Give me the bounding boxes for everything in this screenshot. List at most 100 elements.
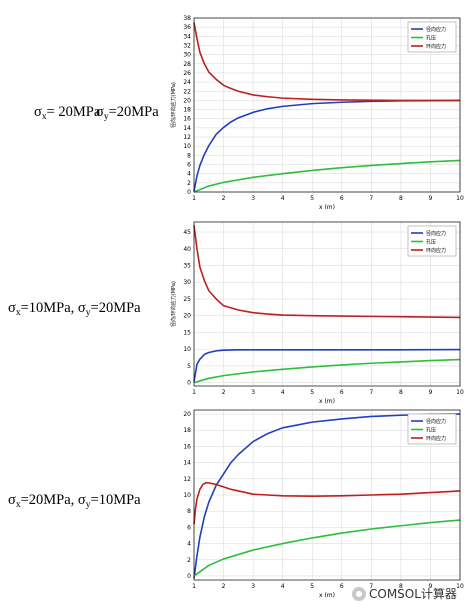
x-tick-label: 7 [369, 389, 373, 396]
y-tick-label: 20 [183, 313, 191, 320]
y-tick-label: 8 [187, 152, 191, 159]
y-tick-label: 14 [183, 460, 191, 467]
x-tick-label: 10 [456, 195, 464, 202]
x-tick-label: 9 [429, 389, 433, 396]
y-tick-label: 2 [187, 180, 191, 187]
series-line-2 [193, 358, 461, 384]
y-tick-label: 10 [183, 492, 191, 499]
series-line-3 [193, 225, 461, 319]
series-line-2 [193, 159, 461, 193]
y-tick-label: 40 [183, 246, 191, 253]
y-tick-label: 20 [183, 411, 191, 418]
sigma-symbol: σ [8, 300, 16, 316]
wechat-logo-icon [352, 586, 366, 601]
y-tick-label: 34 [183, 33, 191, 40]
x-tick-label: 4 [281, 195, 285, 202]
series-line-1 [193, 413, 461, 579]
y-tick-label: 14 [183, 125, 191, 132]
y-tick-label: 20 [183, 97, 191, 104]
case-label-1b: σy=20MPa [96, 104, 159, 122]
x-tick-label: 3 [251, 583, 255, 590]
chart-1: 1 2 3 4 5 6 7 8 9 1002468101214161820222426283032… [170, 15, 464, 211]
y-tick-label: 26 [183, 70, 191, 77]
y-tick-label: 30 [183, 52, 191, 59]
y-tick-label: 24 [183, 79, 191, 86]
x-axis-label: x (m) [319, 204, 335, 211]
y-tick-label: 4 [187, 541, 191, 548]
x-tick-label: 2 [222, 583, 226, 590]
legend-label-1: 径向应力 [426, 230, 446, 237]
y-tick-label: 16 [183, 116, 191, 123]
y-tick-label: 12 [183, 134, 191, 141]
y-axis-label: 径向/环向应力(MPa) [170, 281, 177, 327]
y-tick-label: 35 [183, 263, 191, 270]
series-line-3 [193, 22, 460, 102]
x-tick-label: 5 [310, 195, 314, 202]
x-tick-label: 8 [399, 583, 403, 590]
x-axis-label: x (m) [319, 592, 335, 599]
y-tick-label: 6 [187, 524, 191, 531]
y-tick-label: 15 [183, 329, 191, 336]
x-tick-label: 9 [429, 583, 433, 590]
x-tick-label: 6 [340, 583, 344, 590]
y-tick-label: 6 [187, 162, 191, 169]
sigma-symbol: σ [8, 492, 16, 508]
legend-label-1: 径向应力 [426, 26, 446, 33]
case-label-3: σx=20MPa, σy=10MPa [8, 492, 141, 510]
legend-label-1: 径向应力 [426, 418, 446, 425]
watermark-text: COMSOL计算器 [369, 587, 457, 601]
x-tick-label: 5 [310, 389, 314, 396]
y-tick-label: 0 [187, 573, 191, 580]
x-tick-label: 7 [369, 195, 373, 202]
x-tick-label: 1 [192, 583, 196, 590]
legend-label-3: 环向应力 [426, 435, 446, 442]
legend-label-2: 孔压 [426, 427, 436, 434]
plot-frame [193, 221, 461, 387]
y-tick-label: 22 [183, 88, 191, 95]
case-label-1: σx= 20MPa [34, 104, 101, 122]
y-tick-label: 32 [183, 42, 191, 49]
y-tick-label: 0 [187, 380, 191, 387]
legend-label-2: 孔压 [426, 239, 436, 246]
y-tick-label: 18 [183, 427, 191, 434]
y-tick-label: 45 [183, 229, 191, 236]
y-tick-label: 10 [183, 346, 191, 353]
legend-label-3: 环向应力 [426, 43, 446, 50]
y-tick-label: 12 [183, 476, 191, 483]
y-tick-label: 4 [187, 171, 191, 178]
x-tick-label: 10 [456, 389, 464, 396]
x-tick-label: 5 [310, 583, 314, 590]
x-tick-label: 4 [281, 583, 285, 590]
legend-label-3: 环向应力 [426, 247, 446, 254]
x-tick-label: 7 [369, 583, 373, 590]
x-tick-label: 10 [456, 583, 464, 590]
x-tick-label: 6 [340, 195, 344, 202]
y-tick-label: 38 [183, 15, 191, 22]
x-tick-label: 2 [222, 195, 226, 202]
y-tick-label: 30 [183, 279, 191, 286]
y-tick-label: 25 [183, 296, 191, 303]
y-tick-label: 0 [187, 189, 191, 196]
series-line-1 [193, 348, 461, 382]
series-line-2 [193, 519, 461, 577]
y-tick-label: 18 [183, 107, 191, 114]
x-tick-label: 9 [429, 195, 433, 202]
y-tick-label: 8 [187, 508, 191, 515]
x-tick-label: 8 [399, 389, 403, 396]
series-line-3 [193, 482, 461, 525]
x-tick-label: 2 [222, 389, 226, 396]
y-tick-label: 28 [183, 61, 191, 68]
watermark: COMSOL计算器 [352, 585, 457, 602]
y-tick-label: 5 [187, 363, 191, 370]
x-tick-label: 1 [192, 195, 196, 202]
x-axis-label: x (m) [319, 398, 335, 405]
sigma-symbol: σ [34, 104, 42, 120]
x-tick-label: 1 [192, 389, 196, 396]
y-axis-label: 径向/环向应力(MPa) [170, 82, 177, 128]
y-tick-label: 36 [183, 24, 191, 31]
